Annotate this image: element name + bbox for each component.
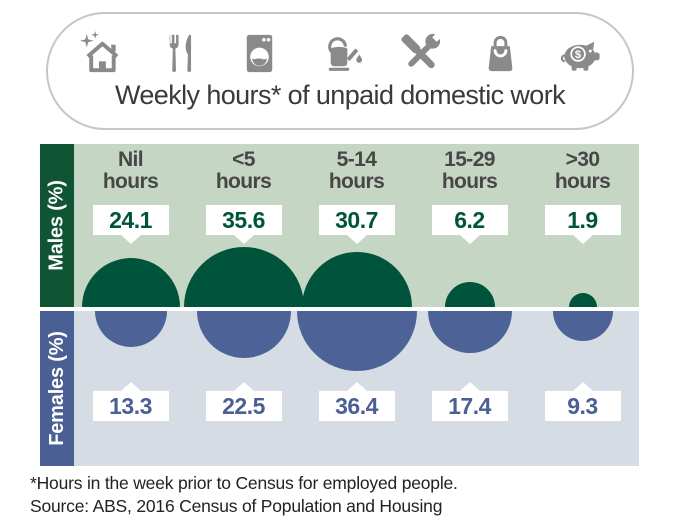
males-columns: Nil hours 24.1 <5 hours 35.6 5-14 hours 30.7 15-2…: [74, 144, 639, 307]
female-column: 22.5: [187, 311, 300, 466]
male-column: <5 hours 35.6: [183, 144, 304, 307]
chart-region: Males (%) Nil hours 24.1 <5 hours 35.6 5-14 hou…: [40, 144, 639, 466]
male-value-box: 30.7: [318, 205, 395, 244]
males-band: Males (%) Nil hours 24.1 <5 hours 35.6 5-14 hou…: [40, 144, 639, 307]
category-line1: <5: [232, 148, 255, 171]
male-circle: [183, 247, 304, 307]
category-line2: hours: [215, 170, 272, 193]
female-value-box: 22.5: [205, 382, 282, 421]
header-pill: $ Weekly hours* of unpaid domestic work: [46, 12, 634, 130]
category-line1: 15-29: [444, 148, 495, 171]
value-pointer: [572, 235, 593, 244]
female-column: 9.3: [526, 311, 639, 466]
male-value-box: 6.2: [431, 205, 508, 244]
footer-notes: *Hours in the week prior to Census for e…: [30, 472, 458, 518]
females-axis-label: Females (%): [40, 311, 74, 466]
female-circle: [427, 311, 512, 353]
male-circle: [568, 293, 597, 307]
category-label: >30 hours: [520, 149, 645, 193]
female-circle: [94, 311, 167, 347]
females-axis-text: Females (%): [45, 331, 68, 446]
category-line1: >30: [565, 148, 600, 171]
female-circle: [296, 311, 417, 371]
male-value-box: 35.6: [205, 205, 282, 244]
source-note: Source: ABS, 2016 Census of Population a…: [30, 496, 443, 516]
gardening-watering-can-icon: [316, 30, 363, 77]
shopping-bag-icon: [477, 30, 524, 77]
female-value-box: 17.4: [431, 382, 508, 421]
category-label: <5 hours: [181, 149, 306, 193]
value-pointer: [459, 235, 480, 244]
house-cleaning-icon: [76, 30, 123, 77]
male-column: 15-29 hours 6.2: [413, 144, 526, 307]
category-line2: hours: [328, 170, 385, 193]
value-pointer: [459, 382, 480, 391]
value-pointer: [233, 382, 254, 391]
male-value-box: 24.1: [92, 205, 169, 244]
chart-title: Weekly hours* of unpaid domestic work: [114, 79, 566, 110]
value-pointer: [346, 382, 367, 391]
value-pointer: [346, 235, 367, 244]
category-line2: hours: [441, 170, 498, 193]
male-circle: [81, 258, 180, 307]
gender-divider: [40, 307, 639, 311]
male-column: Nil hours 24.1: [74, 144, 187, 307]
cooking-cutlery-icon: [156, 30, 203, 77]
category-line2: hours: [554, 170, 611, 193]
female-value-box: 36.4: [318, 382, 395, 421]
footnote: *Hours in the week prior to Census for e…: [30, 473, 458, 493]
female-column: 17.4: [413, 311, 526, 466]
svg-text:$: $: [575, 49, 582, 61]
category-line1: 5-14: [336, 148, 377, 171]
icons-row: $: [74, 30, 606, 77]
category-label: 15-29 hours: [407, 149, 532, 193]
female-column: 13.3: [74, 311, 187, 466]
male-circle: [444, 282, 495, 307]
females-band: Females (%) 13.3 22.5 36.4 17.4 9.3: [40, 311, 639, 466]
category-line1: Nil: [117, 148, 144, 171]
value-pointer: [233, 235, 254, 244]
value-pointer: [120, 235, 141, 244]
value-pointer: [120, 382, 141, 391]
male-value-box: 1.9: [544, 205, 621, 244]
category-label: 5-14 hours: [294, 149, 419, 193]
males-axis-label: Males (%): [40, 144, 74, 307]
female-value-box: 9.3: [544, 382, 621, 421]
female-circle: [552, 311, 613, 341]
value-pointer: [572, 382, 593, 391]
household-finances-piggy-bank-icon: $: [557, 30, 604, 77]
laundry-washing-machine-icon: [236, 30, 283, 77]
male-circle: [301, 252, 412, 307]
female-value-box: 13.3: [92, 382, 169, 421]
female-column: 36.4: [296, 311, 417, 466]
home-maintenance-tools-icon: [397, 30, 444, 77]
female-circle: [196, 311, 291, 358]
females-columns: 13.3 22.5 36.4 17.4 9.3: [74, 311, 639, 466]
male-column: >30 hours 1.9: [526, 144, 639, 307]
category-label: Nil hours: [68, 149, 193, 193]
males-axis-text: Males (%): [45, 180, 68, 271]
male-column: 5-14 hours 30.7: [300, 144, 413, 307]
category-line2: hours: [102, 170, 159, 193]
